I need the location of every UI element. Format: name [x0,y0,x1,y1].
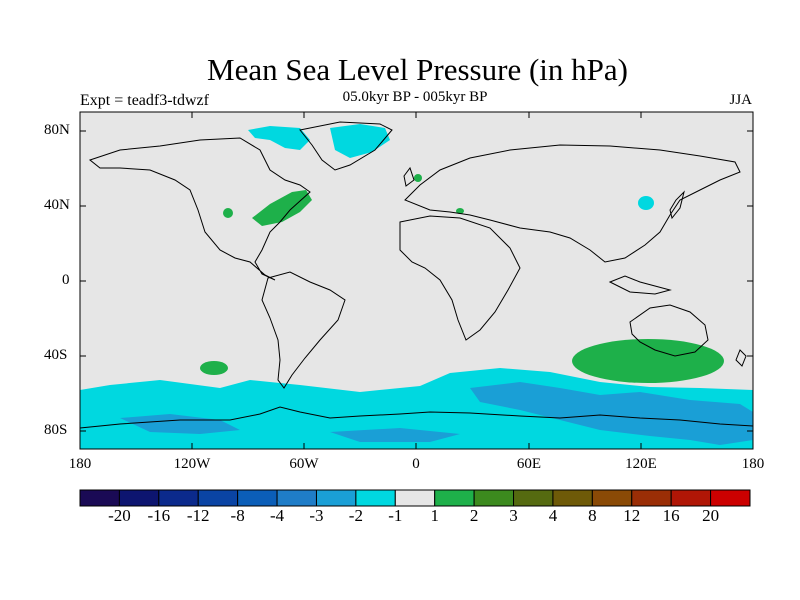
period-label: 05.0kyr BP - 005kyr BP [342,89,488,105]
colorbar-tick-label: -20 [108,506,131,525]
lat-label: 80S [44,422,68,438]
lon-label: 60E [516,456,542,472]
anomaly-green-small [223,208,233,218]
colorbar-tick-label: -1 [388,506,403,525]
season-label: JJA [729,92,752,108]
colorbar-swatch [513,489,554,507]
colorbar-swatch [710,489,751,507]
anomaly-asia-blue [638,196,654,210]
coastline-australia [629,304,709,357]
colorbar-swatch [591,489,633,507]
anomaly-green-atlantic [252,190,312,226]
colorbar-swatch [315,489,357,507]
anomaly-arctic-blue [248,126,310,150]
lon-label: 180 [741,456,765,472]
coastlines [88,121,747,389]
colorbar-tick-label: -12 [186,506,210,525]
coastline-north-america [88,137,311,281]
lon-label: 0 [412,456,420,472]
coastline-greenland [299,121,393,171]
colorbar-tick-label: 8 [588,506,597,525]
colorbar-swatch [552,489,593,507]
colorbar-swatch [394,489,436,507]
anomaly-mid-blue [120,414,240,434]
anomaly-southern-ocean [80,368,753,449]
colorbar-tick-label: -2 [348,506,363,525]
colorbar-tick-label: 1 [430,506,439,525]
lat-label: 80N [44,122,70,138]
colorbar-tick-label: 2 [469,506,479,525]
colorbar-swatch [158,489,199,507]
colorbar-swatch [473,489,515,507]
colorbar-swatch [434,489,475,507]
colorbar-swatch [79,489,120,507]
colorbar-tick-label: -16 [147,506,171,525]
colorbar-tick-label: -4 [269,506,285,525]
coastline-uk [403,166,415,187]
anomaly-mid-blue [330,428,460,442]
coastline-new-zealand [735,349,747,367]
colorbar-swatch [237,489,278,507]
colorbar-tick-label: 12 [623,506,641,525]
anomaly-mid-blue [470,382,753,445]
colorbar-tick-label: -8 [230,506,245,525]
colorbar-swatch [670,489,712,507]
axis-ticks [79,112,754,449]
lat-label: 40S [44,347,68,363]
coastline-south-america [261,271,346,389]
coastline-eurasia [404,144,741,263]
anomaly-green-small [414,174,422,182]
map-title: Mean Sea Level Pressure (in hPa) [207,52,628,87]
colorbar-swatch [355,489,396,507]
colorbar-tick-label: 16 [662,506,680,525]
colorbar-swatch [631,489,672,507]
coastline-africa [399,215,521,341]
colorbar [79,489,751,507]
anomaly-green-small [456,208,464,214]
colorbar-swatch [197,489,239,507]
colorbar-tick-label: 20 [702,506,720,525]
coastline-antarctica [79,406,754,429]
anomaly-green-australia [572,339,724,383]
coastline-japan [669,190,685,220]
lon-label: 120W [173,456,211,472]
coastline-indonesia [608,275,672,295]
colorbar-swatch [118,489,160,507]
lon-label: 60W [289,456,319,472]
lon-label: 180 [68,456,92,472]
lat-label: 40N [44,197,70,213]
colorbar-tick-label: 3 [509,506,518,525]
lon-label: 120E [625,456,657,472]
experiment-label: Expt = teadf3-tdwzf [80,92,209,109]
colorbar-tick-label: -3 [309,506,324,525]
colorbar-tick-label: 4 [548,506,558,525]
lat-label: 0 [62,272,70,288]
colorbar-swatch [276,489,317,507]
anomaly-green-pacific [200,361,228,375]
